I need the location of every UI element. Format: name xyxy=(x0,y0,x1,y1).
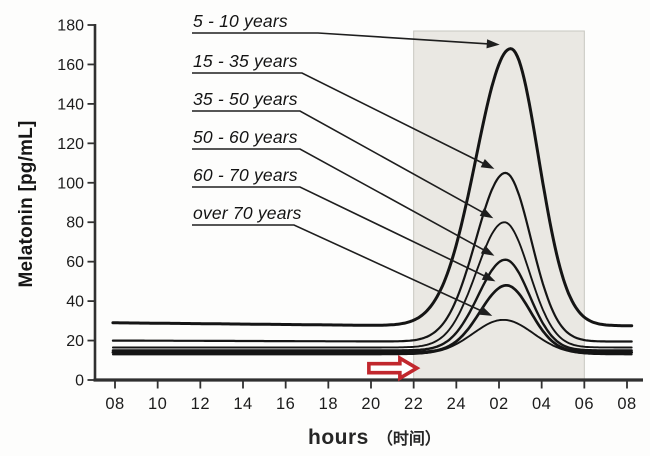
curve-label-35-50-years: 35 - 50 years xyxy=(193,89,298,109)
x-tick-label: 08 xyxy=(105,395,124,413)
curve-label-5-10-years: 5 - 10 years xyxy=(193,11,288,31)
curve-label-15-35-years: 15 - 35 years xyxy=(193,51,298,71)
curve-60---70-years xyxy=(111,284,634,354)
y-axis-title: Melatonin [pg/mL] xyxy=(16,120,37,288)
curve-label-50-60-years: 50 - 60 years xyxy=(193,127,298,147)
y-tick-label: 140 xyxy=(57,96,84,113)
x-tick-label: 08 xyxy=(617,395,636,413)
curve-5---10-years xyxy=(111,47,634,328)
curve-label-60-70-years: 60 - 70 years xyxy=(193,165,298,185)
leader-line-5---10-years xyxy=(192,32,491,45)
y-tick-label: 100 xyxy=(57,175,84,192)
leader-line-15---35-years xyxy=(192,72,487,166)
leader-arrowhead-5---10-years xyxy=(486,39,500,49)
curve-label-over-70-years: over 70 years xyxy=(193,203,302,223)
leader-arrowhead-over-70-years xyxy=(478,306,493,316)
x-tick-label: 14 xyxy=(233,395,252,413)
curve-35---50-years xyxy=(111,221,633,349)
x-tick-label: 20 xyxy=(361,395,380,413)
x-tick-label: 16 xyxy=(276,395,295,413)
x-tick-label: 02 xyxy=(489,395,508,413)
x-tick-label: 24 xyxy=(447,395,466,413)
leader-arrowhead-50---60-years xyxy=(480,245,495,256)
x-tick-label: 06 xyxy=(575,395,594,413)
curve-over-70-years xyxy=(111,318,633,356)
x-tick-label: 12 xyxy=(191,395,210,413)
leader-arrowhead-35---50-years xyxy=(479,207,494,219)
y-tick-label: 20 xyxy=(66,333,84,350)
y-tick-label: 40 xyxy=(66,294,84,311)
y-tick-label: 160 xyxy=(57,57,84,74)
x-axis-title-cjk: （时间） xyxy=(376,431,441,448)
curve-50---60-years xyxy=(111,258,633,352)
curve-15---35-years xyxy=(111,171,633,343)
y-tick-label: 120 xyxy=(57,136,84,153)
leader-line-60---70-years xyxy=(192,186,488,279)
leader-line-35---50-years xyxy=(192,110,486,215)
leader-arrowhead-15---35-years xyxy=(480,159,495,169)
y-tick-label: 60 xyxy=(66,254,84,271)
y-tick-label: 80 xyxy=(66,215,84,232)
y-tick-label: 0 xyxy=(75,373,84,390)
x-tick-label: 18 xyxy=(319,395,338,413)
leader-line-over-70-years xyxy=(192,224,485,313)
leader-arrowhead-60---70-years xyxy=(481,271,496,282)
y-tick-label: 180 xyxy=(57,18,84,35)
leader-line-50---60-years xyxy=(192,148,487,253)
x-axis-title-hours: hours xyxy=(308,426,369,449)
x-tick-label: 22 xyxy=(404,395,423,413)
x-tick-label: 10 xyxy=(148,395,167,413)
x-axis-title: hours （时间） xyxy=(308,425,441,450)
x-tick-label: 04 xyxy=(532,395,551,413)
red-arrow-annotation xyxy=(367,355,421,382)
